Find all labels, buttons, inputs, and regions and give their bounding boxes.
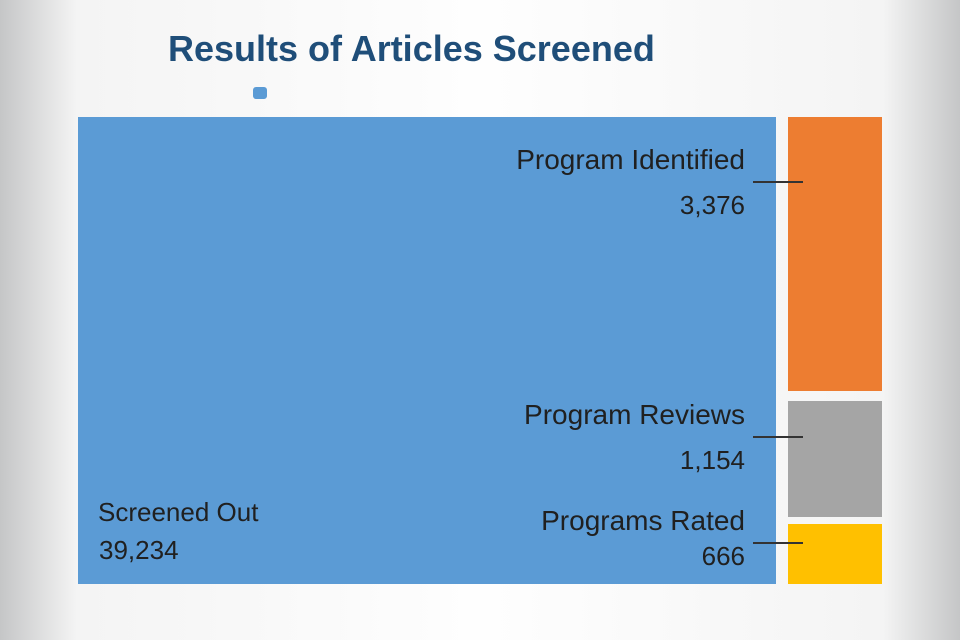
chart-title: Results of Articles Screened	[168, 28, 655, 70]
segment-program-identified	[788, 117, 882, 391]
value-program-identified: 3,376	[680, 190, 745, 221]
leader-program-identified	[753, 181, 803, 183]
segment-programs-rated	[788, 524, 882, 584]
chart-canvas: Results of Articles Screened Screened Ou…	[0, 0, 960, 640]
label-screened-out: Screened Out	[98, 497, 258, 528]
value-screened-out: 39,234	[99, 535, 179, 566]
label-programs-rated: Programs Rated	[541, 505, 745, 537]
label-program-reviews: Program Reviews	[524, 399, 745, 431]
value-programs-rated: 666	[702, 541, 745, 572]
legend-swatch	[253, 87, 267, 99]
label-program-identified: Program Identified	[516, 144, 745, 176]
value-program-reviews: 1,154	[680, 445, 745, 476]
segment-program-reviews	[788, 401, 882, 517]
leader-program-reviews	[753, 436, 803, 438]
leader-programs-rated	[753, 542, 803, 544]
